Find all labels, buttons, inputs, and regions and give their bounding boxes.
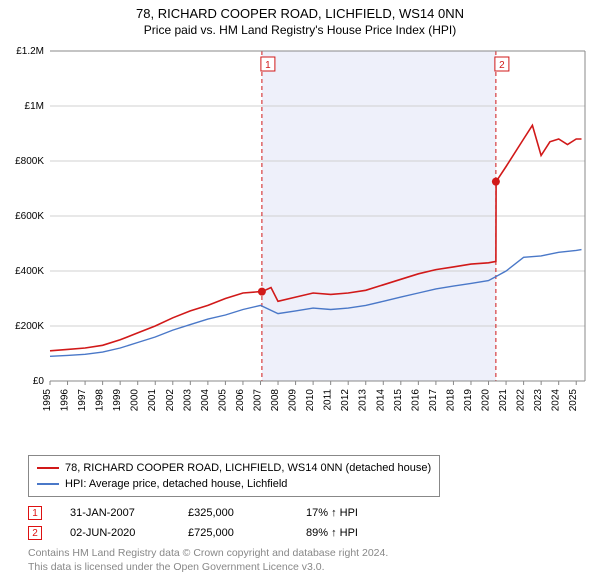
sale-pct: 89% ↑ HPI (306, 527, 396, 539)
svg-text:2006: 2006 (235, 389, 246, 412)
sale-date: 02-JUN-2020 (70, 527, 160, 539)
svg-text:2: 2 (499, 60, 505, 71)
legend-label-1: 78, RICHARD COOPER ROAD, LICHFIELD, WS14… (65, 462, 431, 474)
svg-text:2024: 2024 (551, 389, 562, 412)
svg-text:2001: 2001 (147, 389, 158, 412)
page-title: 78, RICHARD COOPER ROAD, LICHFIELD, WS14… (0, 6, 600, 21)
svg-text:1998: 1998 (95, 389, 106, 412)
svg-text:1999: 1999 (112, 389, 123, 412)
svg-text:£0: £0 (33, 376, 45, 387)
svg-text:2008: 2008 (270, 389, 281, 412)
svg-text:1997: 1997 (77, 389, 88, 412)
svg-text:2010: 2010 (305, 389, 316, 412)
sale-num-box: 1 (28, 506, 42, 520)
svg-text:2021: 2021 (498, 389, 509, 412)
svg-text:2023: 2023 (533, 389, 544, 412)
copyright-line1: Contains HM Land Registry data © Crown c… (28, 547, 572, 561)
page-subtitle: Price paid vs. HM Land Registry's House … (0, 23, 600, 37)
sale-date: 31-JAN-2007 (70, 507, 160, 519)
svg-text:1: 1 (265, 60, 271, 71)
svg-text:2025: 2025 (568, 389, 579, 412)
svg-text:£1.2M: £1.2M (16, 46, 44, 57)
svg-text:2007: 2007 (252, 389, 263, 412)
copyright: Contains HM Land Registry data © Crown c… (28, 547, 572, 574)
legend-label-2: HPI: Average price, detached house, Lich… (65, 478, 287, 490)
svg-text:2003: 2003 (182, 389, 193, 412)
chart-svg: £0 £200K £400K £600K £800K £1M £1.2M 1995 1996 19… (0, 41, 600, 451)
sale-num-box: 2 (28, 526, 42, 540)
sale-pct: 17% ↑ HPI (306, 507, 396, 519)
svg-text:2011: 2011 (323, 389, 334, 411)
footer: 78, RICHARD COOPER ROAD, LICHFIELD, WS14… (0, 451, 600, 574)
svg-text:2019: 2019 (463, 389, 474, 412)
svg-text:2013: 2013 (358, 389, 369, 412)
sale-price: £325,000 (188, 507, 278, 519)
price-chart: £0 £200K £400K £600K £800K £1M £1.2M 1995 1996 19… (0, 41, 600, 451)
svg-text:2017: 2017 (428, 389, 439, 412)
svg-text:2004: 2004 (200, 389, 211, 412)
svg-text:£200K: £200K (15, 321, 44, 332)
copyright-line2: This data is licensed under the Open Gov… (28, 561, 572, 574)
svg-text:2005: 2005 (217, 389, 228, 412)
svg-text:2012: 2012 (340, 389, 351, 412)
svg-text:2014: 2014 (375, 389, 386, 412)
svg-text:2016: 2016 (410, 389, 421, 412)
sale-rows: 1 31-JAN-2007 £325,000 17% ↑ HPI 2 02-JUN-202… (28, 503, 572, 543)
sale-row: 1 31-JAN-2007 £325,000 17% ↑ HPI (28, 503, 572, 523)
svg-text:1996: 1996 (60, 389, 71, 412)
legend-swatch-2 (37, 483, 59, 485)
svg-text:£600K: £600K (15, 211, 44, 222)
svg-text:£800K: £800K (15, 156, 44, 167)
svg-text:2020: 2020 (481, 389, 492, 412)
legend-row-2: HPI: Average price, detached house, Lich… (37, 476, 431, 492)
svg-text:£1M: £1M (25, 101, 44, 112)
legend-swatch-1 (37, 467, 59, 469)
legend-box: 78, RICHARD COOPER ROAD, LICHFIELD, WS14… (28, 455, 440, 497)
svg-text:2002: 2002 (165, 389, 176, 412)
sale-price: £725,000 (188, 527, 278, 539)
legend-row-1: 78, RICHARD COOPER ROAD, LICHFIELD, WS14… (37, 460, 431, 476)
svg-text:2022: 2022 (516, 389, 527, 412)
svg-text:2009: 2009 (288, 389, 299, 412)
sale-row: 2 02-JUN-2020 £725,000 89% ↑ HPI (28, 523, 572, 543)
svg-text:2018: 2018 (445, 389, 456, 412)
svg-text:2000: 2000 (130, 389, 141, 412)
svg-text:2015: 2015 (393, 389, 404, 412)
svg-text:1995: 1995 (42, 389, 53, 412)
svg-text:£400K: £400K (15, 266, 44, 277)
title-block: 78, RICHARD COOPER ROAD, LICHFIELD, WS14… (0, 0, 600, 41)
